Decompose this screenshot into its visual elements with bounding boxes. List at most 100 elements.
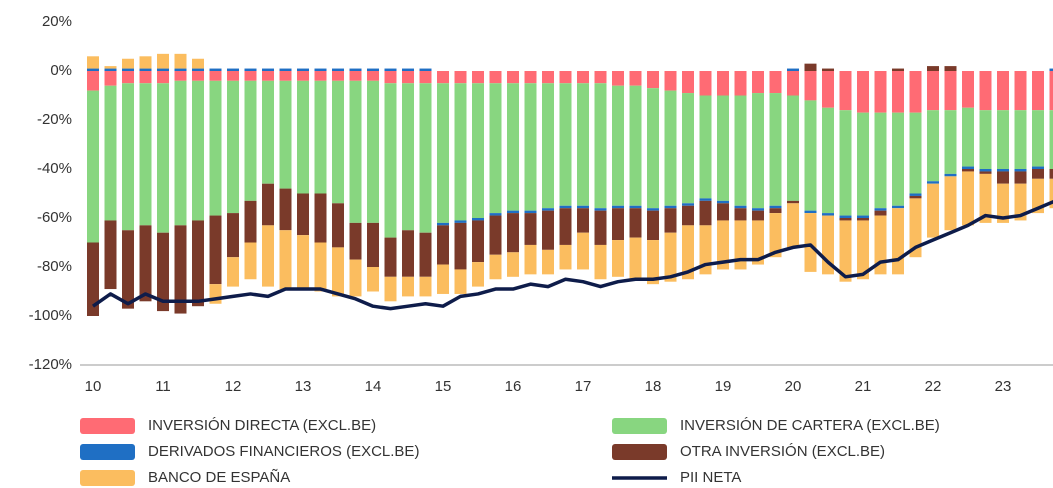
bar-segment: [944, 110, 957, 174]
bar-segment: [402, 276, 414, 297]
bar-segment: [612, 85, 624, 206]
bar-segment: [787, 95, 799, 201]
bar-segment: [612, 240, 624, 277]
bar-segment: [647, 210, 659, 241]
bar-segment: [122, 230, 134, 309]
bar-segment: [297, 71, 309, 81]
bar-segment: [489, 83, 502, 214]
bar-segment: [542, 210, 554, 250]
bar-segment: [472, 83, 484, 218]
bar-segment: [997, 110, 1009, 169]
bar-segment: [122, 71, 134, 84]
bar-segment: [174, 68, 187, 71]
bar-segment: [402, 71, 414, 84]
bar-segment: [122, 83, 134, 231]
bar-segment: [244, 68, 257, 71]
bar-segment: [979, 173, 992, 223]
bar-segment: [997, 171, 1009, 184]
bar-segment: [1032, 166, 1044, 169]
bar-segment: [787, 200, 799, 204]
bar-segment: [454, 71, 467, 84]
bar-segment: [472, 218, 484, 221]
bar-segment: [734, 71, 747, 96]
x-tick-label: 18: [645, 378, 662, 395]
bar-segment: [122, 68, 134, 71]
bar-segment: [174, 71, 187, 81]
bar-segment: [297, 68, 309, 71]
bar-segment: [804, 100, 817, 211]
bar-segment: [139, 68, 152, 71]
bar-segment: [332, 80, 344, 204]
bar-segment: [279, 230, 292, 290]
bar-segment: [752, 208, 764, 211]
bar-segment: [822, 71, 834, 108]
bar-segment: [1049, 178, 1053, 209]
bar-segment: [402, 68, 414, 71]
bar-segment: [87, 90, 99, 243]
line: [91, 200, 1053, 311]
bar-segment: [787, 68, 799, 71]
bar-segment: [804, 210, 817, 214]
bar-segment: [279, 71, 292, 81]
bar-segment: [857, 220, 869, 280]
bar-segment: [209, 215, 222, 285]
bar-segment: [909, 195, 922, 199]
bar-segment: [104, 220, 117, 290]
legend-label: DERIVADOS FINANCIEROS (EXCL.BE): [148, 443, 419, 460]
bar-segment: [227, 68, 239, 71]
bar-segment: [594, 83, 607, 209]
bar-segment: [594, 71, 607, 84]
bar-segment: [822, 107, 834, 214]
bar-segment: [419, 68, 432, 71]
bar-segment: [804, 71, 817, 101]
bar-segment: [612, 205, 624, 209]
bar-segment: [927, 66, 939, 71]
bar-segment: [244, 71, 257, 81]
bar-segment: [944, 71, 957, 111]
bar-segment: [962, 166, 974, 169]
bar-segment: [419, 83, 432, 233]
bar-segment: [104, 85, 117, 221]
bar-segment: [962, 71, 974, 108]
bar-segment: [139, 225, 152, 302]
bar-segment: [559, 71, 572, 84]
bar-segment: [262, 183, 274, 226]
bar-segment: [927, 183, 939, 238]
bar-segment: [1032, 71, 1044, 111]
bar-segment: [559, 244, 572, 270]
bar-segment: [997, 71, 1009, 111]
bar-segment: [332, 203, 344, 248]
bar-segment: [472, 220, 484, 263]
bar-segment: [962, 171, 974, 226]
bar-segment: [367, 80, 379, 223]
x-tick-label: 10: [85, 378, 102, 395]
bar-segment: [227, 213, 239, 258]
bar-segment: [507, 213, 519, 253]
bar-segment: [472, 71, 484, 84]
bar-segment: [279, 80, 292, 189]
bar-segment: [332, 247, 344, 297]
bar-segment: [209, 80, 222, 216]
bar-segment: [717, 220, 729, 270]
bar-segment: [909, 198, 922, 258]
bar-segment: [839, 110, 852, 216]
bar-segment: [612, 71, 624, 86]
bar-segment: [629, 71, 642, 86]
bar-segment: [367, 68, 379, 71]
bar-segment: [402, 230, 414, 277]
bar-segment: [944, 66, 957, 71]
bar-segment: [647, 71, 659, 89]
bar-segment: [979, 71, 992, 111]
bar-segment: [209, 68, 222, 71]
x-tick-label: 16: [505, 378, 522, 395]
bar-segment: [104, 68, 117, 71]
bar-segment: [332, 71, 344, 81]
bar-segment: [192, 220, 204, 307]
bar-segment: [769, 208, 782, 214]
bar-segment: [192, 58, 204, 69]
bar-segment: [769, 205, 782, 209]
bar-segment: [804, 63, 817, 71]
bar-segment: [804, 213, 817, 272]
bar-segment: [87, 242, 99, 316]
bar-segment: [384, 68, 397, 71]
